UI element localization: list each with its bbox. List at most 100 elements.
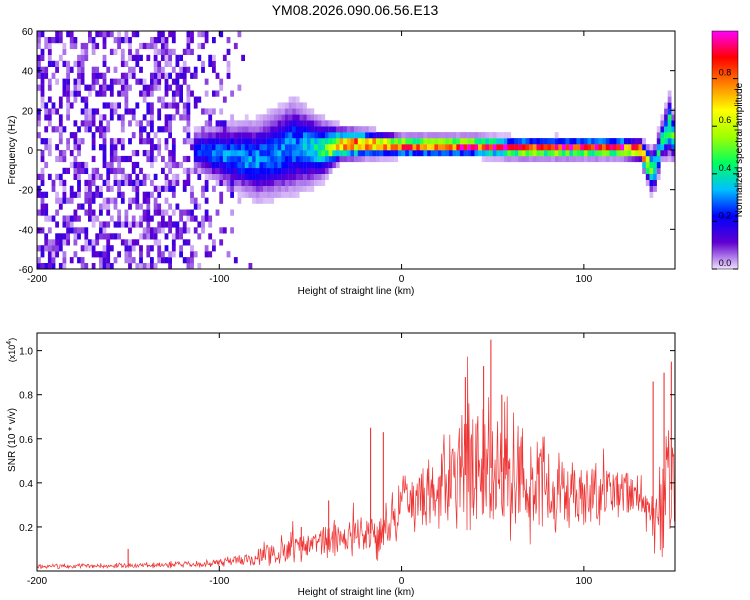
spectrogram-cell [314,126,318,133]
spectrogram-cell [500,150,504,157]
spectrogram-cell [117,185,121,192]
spectrogram-cell [325,138,329,145]
colorbar-tick-label: 0.8 [719,68,732,78]
spectrogram-cell [124,78,129,85]
spectrogram-cell [109,108,114,115]
spectrogram-cell [653,150,657,157]
spectrogram-cell [594,150,599,157]
spectrogram-cell [532,155,537,163]
spectrogram-cell [186,173,191,180]
spectrogram-cell [73,239,78,246]
spectrogram-cell [168,203,172,210]
spectrogram-cell [667,120,672,127]
spectrogram-cell [219,78,224,85]
spectrogram-cell [295,144,300,151]
spectrogram-cell [135,48,140,55]
spectrogram-cell [84,209,89,216]
spectrogram-cell [47,227,52,234]
spectrogram-cell [368,132,373,139]
spectrogram-cell [270,150,275,157]
spectrogram-cell [51,108,56,115]
spectrogram-cell [259,120,264,127]
spectrogram-cell [204,78,209,85]
spectrogram-cell [423,138,428,145]
spectrogram-cell [186,215,191,222]
spectrogram-cell [263,185,267,192]
spectrogram-cell [394,132,399,139]
spectrogram-cell [201,132,205,139]
spectrogram-cell [503,150,508,157]
spectrogram-cell [139,78,143,85]
spectrogram-cell [69,185,74,192]
spectrogram-cell [157,108,162,115]
spectrogram-cell [164,114,169,121]
spectrogram-cell [55,78,59,85]
spectrogram-cell [357,126,362,133]
spectrogram-cell [171,209,176,216]
spectrogram-cell [270,114,275,121]
snr-x-ticks: -200 -100 0 100 [27,333,593,587]
spectrogram-cell [255,185,260,192]
spectrogram-cell [117,37,121,44]
spectrogram-cell [284,161,289,169]
spectrogram-cell [153,37,158,44]
spectrogram-cell [241,167,245,174]
spectrogram-cell [91,132,96,139]
spectrogram-cell [117,161,121,169]
spectrogram-cell [102,84,107,91]
spectrogram-cell [609,155,614,163]
spectrogram-cell [332,155,337,163]
spectrogram-cell [139,233,143,240]
spectrogram-cell [226,132,231,139]
spectrogram-cell [175,90,180,97]
spectrogram-cell [274,144,278,151]
x-tick-label: -100 [209,576,229,587]
spectrogram-cell [237,144,242,151]
spectrogram-cell [274,173,278,180]
spectrogram-cell [270,108,275,115]
spectrogram-cell [77,179,81,186]
spectrogram-cell [379,132,384,139]
spectrogram-cell [605,138,610,145]
spectrogram-cell [387,132,391,139]
spectrogram-cell [44,102,49,109]
spectrogram-cell [95,251,100,258]
spectrogram-cell [135,150,140,157]
spectrogram-cell [58,132,63,139]
spectrogram-cell [201,215,205,222]
spectrogram-cell [317,150,322,157]
spectrogram-cell [73,132,78,139]
spectrogram-cell [193,161,198,169]
spectrogram-cell [660,120,665,127]
spectrogram-cell [164,179,169,186]
spectrogram-cell [157,96,162,103]
spectrogram-cell [193,251,198,258]
spectrogram-cell [281,191,286,198]
spectrogram-cell [168,84,172,91]
spectrogram-cell [55,239,59,246]
spectrogram-cell [161,209,165,216]
spectrogram-cell [128,245,132,252]
spectrogram-cell [350,150,355,157]
spectrogram-cell [215,126,220,133]
spectrogram-cell [365,150,369,157]
spectrogram-cell [248,132,253,139]
spectrogram-cell [576,155,581,163]
spectrogram-cell [164,60,169,67]
spectrogram-cell [295,185,300,192]
spectrogram-cell [317,144,322,151]
spectrogram-cell [408,144,413,151]
spectrogram-cell [303,161,307,169]
spectrogram-cell [299,114,304,121]
spectrogram-cell [84,185,89,192]
spectrogram-cell [325,132,329,139]
spectrogram-cell [263,197,267,204]
spectrogram-cell [627,155,632,163]
spectrogram-cell [113,167,118,174]
spectrogram-cell [80,48,85,55]
spectrogram-cell [55,31,59,38]
spectrogram-cell [80,263,85,270]
x-tick-label: -200 [27,274,47,285]
spectrogram-cell [558,150,563,157]
spectrogram-cell [62,239,67,246]
